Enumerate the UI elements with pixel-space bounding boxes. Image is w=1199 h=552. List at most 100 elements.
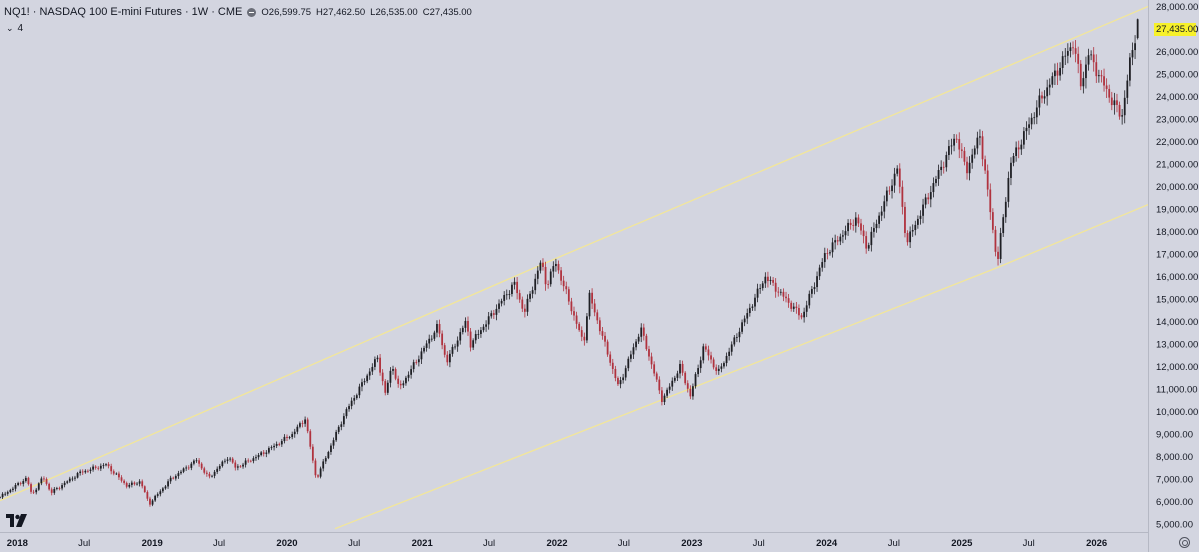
candle [666,387,668,398]
candle [244,458,247,468]
candle [976,131,979,155]
candle [529,291,531,303]
candle [699,356,702,373]
time-tick-label: Jul [1023,538,1035,549]
candle [461,325,464,335]
candle [275,441,278,449]
candle [560,266,562,286]
candle [971,148,974,169]
candle [327,450,330,460]
candle [759,284,762,294]
candle [1087,48,1090,71]
candle [1025,121,1028,140]
channel-line-lower[interactable] [334,204,1149,530]
candle [97,466,100,471]
candle [198,457,200,467]
candle [844,225,847,240]
candle [829,249,831,256]
candle [1085,56,1087,89]
candle [190,461,193,471]
candle [774,278,777,298]
time-tick-label: 2025 [951,538,973,549]
candle [689,385,692,400]
time-tick-label: 2021 [412,538,434,549]
candle [1020,139,1023,155]
candle [852,219,855,231]
candle [637,333,640,345]
candle [767,271,769,288]
candle [61,482,63,491]
candle [89,467,92,474]
candle [826,248,829,260]
time-tick-label: 2026 [1086,538,1107,549]
candle [301,420,304,428]
candle [105,463,107,467]
candle [539,260,542,274]
candle [40,476,43,486]
candle [834,234,837,250]
candle [262,450,265,457]
candle [999,227,1002,264]
candle [125,481,128,489]
candle [402,380,405,389]
candle [624,365,627,381]
price-tick-label: 26,000.00 [1156,47,1198,58]
candle [143,485,146,493]
price-tick-label: 16,000.00 [1156,272,1198,283]
time-tick-label: 2020 [276,538,297,549]
candle [1054,63,1056,85]
candle [684,371,687,386]
candle [182,467,185,474]
price-tick-label: 15,000.00 [1156,295,1198,306]
candle [511,282,513,297]
candle [1134,35,1136,59]
candle [1105,78,1108,98]
channel-line-upper[interactable] [0,5,1149,502]
candle [221,460,224,468]
candle [565,281,568,295]
candle [48,482,51,491]
candle [761,281,764,291]
close-value: C27,435.00 [422,6,472,18]
candle [224,458,226,464]
candle [1113,92,1116,115]
candle [725,352,728,367]
price-tick-label: 22,000.00 [1156,137,1198,148]
candle [156,492,159,498]
candle [966,156,968,180]
candle [1028,117,1030,135]
candle [878,212,880,229]
candle [909,226,912,248]
candle [164,484,167,490]
candle [803,307,806,323]
candle [4,491,7,497]
candle [679,360,681,379]
candle [1082,71,1085,94]
tradingview-logo[interactable] [6,514,28,528]
candle [857,214,860,228]
chevron-down-icon[interactable]: ⌄ [6,23,14,33]
candle [438,319,441,338]
time-tick-label: Jul [753,538,765,549]
indicators-toggle[interactable]: ⌄ 4 [6,23,23,34]
candle [728,347,731,361]
settings-icon[interactable] [1179,537,1190,548]
candle [694,372,697,389]
candle [1108,84,1111,103]
candle [299,421,301,429]
candle [640,323,643,343]
candle [335,429,338,442]
candle [984,155,987,174]
time-tick-label: Jul [213,538,225,549]
symbol-title[interactable]: NQ1! · NASDAQ 100 E-mini Futures · 1W · … [4,6,243,18]
candle [816,271,818,292]
candle [922,198,924,224]
candle [906,230,909,246]
candle [76,471,79,479]
candle [167,479,169,489]
time-tick-label: Jul [78,538,90,549]
price-tick-label: 19,000.00 [1156,205,1198,216]
eye-icon[interactable] [247,7,257,17]
candle [363,378,366,386]
